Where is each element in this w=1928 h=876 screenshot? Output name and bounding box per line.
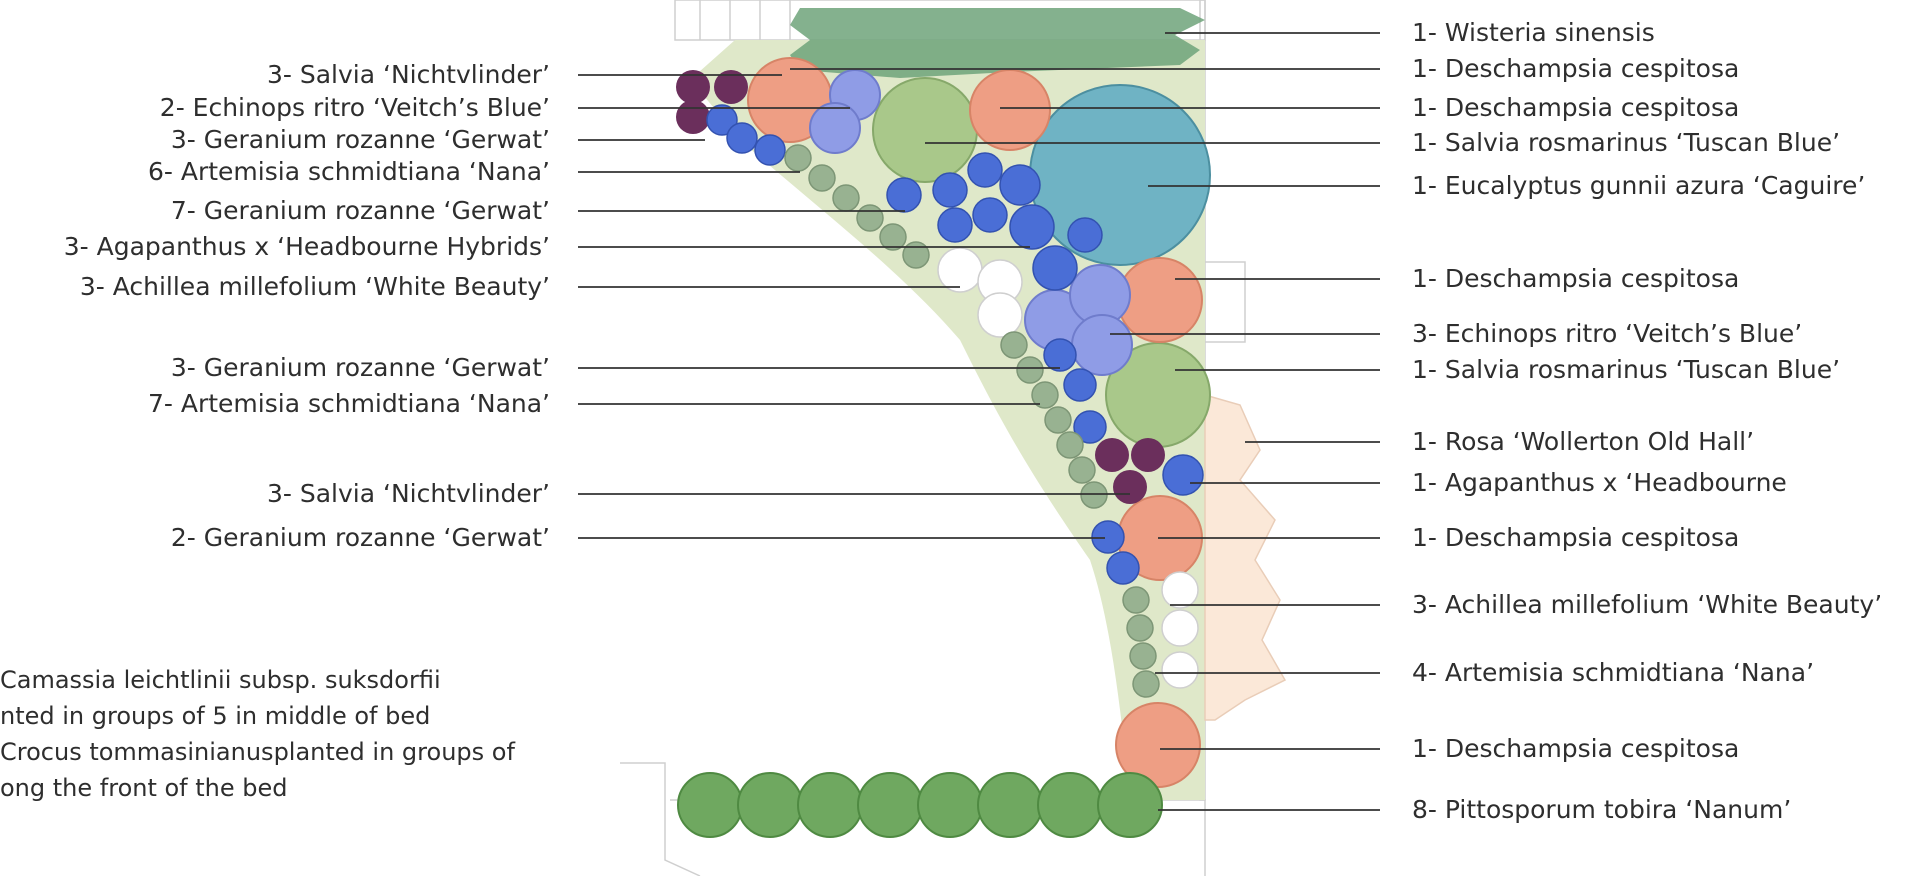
right-label: 4- Artemisia schmidtiana ‘Nana’ (1412, 658, 1814, 687)
left-labels: 3- Salvia ‘Nichtvlinder’ 2- Echinops rit… (64, 60, 550, 552)
right-label: 1- Agapanthus x ‘Headbourne (1412, 468, 1787, 497)
right-label: 1- Eucalyptus gunnii azura ‘Caguire’ (1412, 171, 1865, 200)
right-label: 1- Rosa ‘Wollerton Old Hall’ (1412, 427, 1754, 456)
eucalyptus-tree (1029, 84, 1211, 266)
bulb-note-line: Camassia leichtlinii subsp. suksdorfii (0, 666, 441, 694)
bulb-note-line: ong the front of the bed (0, 774, 288, 802)
right-label: 1- Deschampsia cespitosa (1412, 523, 1739, 552)
artemisia-group (784, 144, 1160, 698)
left-label: 7- Geranium rozanne ‘Gerwat’ (171, 196, 550, 225)
right-label: 3- Echinops ritro ‘Veitch’s Blue’ (1412, 319, 1802, 348)
rosa-shrub (1204, 394, 1287, 721)
right-label: 8- Pittosporum tobira ‘Nanum’ (1412, 795, 1791, 824)
left-label: 7- Artemisia schmidtiana ‘Nana’ (148, 389, 550, 418)
right-label: 1- Deschampsia cespitosa (1412, 93, 1739, 122)
left-label: 3- Geranium rozanne ‘Gerwat’ (171, 125, 550, 154)
achillea-group (937, 247, 1199, 689)
right-label: 1- Salvia rosmarinus ‘Tuscan Blue’ (1412, 355, 1840, 384)
right-label: 1- Deschampsia cespitosa (1412, 734, 1739, 763)
right-label: 1- Wisteria sinensis (1412, 18, 1655, 47)
right-label: 1- Deschampsia cespitosa (1412, 54, 1739, 83)
left-label: 3- Salvia ‘Nichtvlinder’ (267, 479, 550, 508)
bulb-planting-note: Camassia leichtlinii subsp. suksdorfii n… (0, 662, 570, 806)
left-label: 6- Artemisia schmidtiana ‘Nana’ (148, 157, 550, 186)
echinops-group (809, 69, 1133, 376)
right-labels: 1- Wisteria sinensis 1- Deschampsia cesp… (1412, 18, 1882, 824)
pittosporum-hedge (677, 772, 1163, 838)
bulb-note-line: Crocus tommasinianusplanted in groups of (0, 738, 515, 766)
geranium-group (706, 104, 1204, 585)
left-label: 3- Agapanthus x ‘Headbourne Hybrids’ (64, 232, 550, 261)
left-label: 3- Salvia ‘Nichtvlinder’ (267, 60, 550, 89)
right-label: 1- Salvia rosmarinus ‘Tuscan Blue’ (1412, 128, 1840, 157)
left-label: 3- Geranium rozanne ‘Gerwat’ (171, 353, 550, 382)
right-label: 3- Achillea millefolium ‘White Beauty’ (1412, 590, 1882, 619)
deschampsia-group (747, 57, 1203, 788)
left-label: 2- Echinops ritro ‘Veitch’s Blue’ (160, 93, 550, 122)
leader-lines (578, 32, 1380, 811)
salvia-rosmarinus-group (872, 77, 1211, 448)
right-label: 1- Deschampsia cespitosa (1412, 264, 1739, 293)
wisteria-canopy (790, 8, 1205, 78)
left-label: 2- Geranium rozanne ‘Gerwat’ (171, 523, 550, 552)
left-label: 3- Achillea millefolium ‘White Beauty’ (80, 272, 550, 301)
bulb-note-line: nted in groups of 5 in middle of bed (0, 702, 431, 730)
